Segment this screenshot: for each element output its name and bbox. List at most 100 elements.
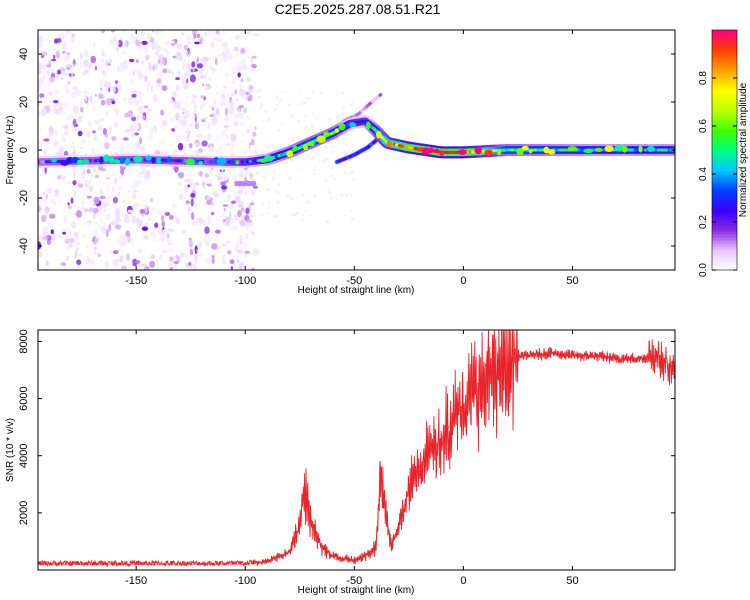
noise-blob	[211, 243, 218, 250]
noise-blob	[250, 57, 254, 65]
noise-blob	[92, 213, 96, 219]
noise-blob	[234, 174, 237, 183]
noise-dot	[344, 193, 349, 198]
noise-dot	[277, 184, 280, 188]
noise-blob	[120, 49, 128, 56]
noise-blob	[153, 227, 157, 230]
noise-blob	[93, 228, 98, 235]
noise-blob	[38, 141, 43, 148]
noise-blob	[108, 224, 112, 232]
snr-line	[38, 330, 675, 568]
colorbar-segment	[712, 81, 737, 85]
y-tick-label: 2000	[18, 501, 30, 525]
noise-blob	[139, 98, 143, 104]
noise-blob	[183, 252, 189, 260]
noise-blob	[208, 65, 213, 71]
y-tick-label: 0	[18, 147, 30, 153]
noise-blob	[246, 30, 252, 35]
noise-blob	[152, 94, 157, 103]
noise-blob	[209, 146, 214, 152]
noise-blob	[181, 119, 187, 127]
noise-blob	[55, 74, 60, 79]
colorbar-segment	[712, 63, 737, 67]
noise-blob	[94, 30, 97, 34]
noise-blob	[53, 92, 58, 96]
noise-blob	[224, 57, 229, 61]
noise-blob	[215, 148, 221, 156]
noise-blob	[99, 218, 104, 223]
noise-blob	[192, 110, 198, 115]
noise-blob	[50, 229, 54, 234]
noise-blob	[224, 72, 228, 78]
noise-blob	[240, 122, 244, 127]
noise-blob	[226, 193, 232, 201]
noise-blob	[39, 126, 42, 132]
noise-blob	[137, 248, 143, 254]
noise-blob	[220, 30, 227, 35]
noise-blob	[192, 67, 195, 72]
noise-blob	[149, 36, 155, 44]
noise-blob	[181, 31, 184, 36]
noise-blob	[249, 214, 256, 218]
noise-blob	[62, 72, 68, 76]
noise-blob	[235, 53, 240, 57]
noise-blob	[45, 105, 51, 114]
plot-frame	[37, 329, 676, 571]
noise-blob	[204, 226, 210, 234]
noise-blob	[97, 125, 103, 132]
colorbar: 0.0 0.2 0.4 0.6 0.8 Normalized spectral ampli…	[698, 29, 749, 277]
noise-blob	[70, 36, 76, 44]
noise-blob	[146, 32, 151, 38]
noise-blob	[49, 76, 55, 83]
noise-blob	[42, 191, 46, 195]
noise-dot	[313, 172, 316, 175]
y-tick-label: 8000	[18, 329, 30, 353]
colorbar-segment	[712, 102, 737, 106]
noise-blob	[247, 148, 254, 155]
noise-blob	[176, 83, 180, 92]
noise-blob	[93, 252, 96, 256]
noise-blob	[61, 77, 64, 80]
noise-blob	[64, 102, 68, 108]
noise-blob	[104, 81, 110, 88]
noise-blob	[150, 85, 154, 93]
noise-blob	[212, 191, 219, 197]
noise-blob	[119, 66, 125, 73]
x-tick-label: 0	[460, 275, 466, 287]
noise-blob	[117, 191, 121, 196]
noise-blob	[51, 58, 57, 62]
track-blob	[421, 147, 431, 155]
track-blob	[323, 131, 330, 137]
colorbar-segment	[712, 255, 737, 259]
colorbar-segment	[712, 39, 737, 43]
noise-blob	[202, 83, 205, 87]
noise-blob	[208, 237, 214, 240]
colorbar-segment	[712, 60, 737, 64]
noise-dot	[272, 145, 276, 149]
noise-blob	[224, 143, 231, 147]
noise-dot	[267, 118, 271, 122]
noise-blob	[42, 236, 49, 241]
noise-blob	[110, 98, 114, 102]
noise-blob	[181, 76, 185, 85]
noise-blob	[113, 40, 120, 47]
colorbar-segment	[712, 126, 737, 130]
track-blob	[594, 147, 603, 152]
noise-blob	[93, 132, 97, 139]
track-blob	[145, 155, 152, 161]
noise-blob	[39, 98, 42, 103]
noise-blob	[54, 130, 58, 136]
noise-blob	[235, 34, 240, 41]
noise-blob	[146, 108, 153, 113]
noise-blob	[227, 250, 232, 255]
colorbar-segment	[712, 147, 737, 151]
colorbar-segment	[712, 162, 737, 166]
noise-blob	[77, 174, 82, 180]
track-blob	[497, 149, 502, 156]
noise-dot	[333, 177, 337, 180]
colorbar-segment	[712, 186, 737, 190]
noise-blob	[132, 189, 138, 193]
noise-dot	[304, 125, 308, 129]
noise-dot	[266, 146, 269, 148]
noise-blob	[167, 234, 170, 239]
